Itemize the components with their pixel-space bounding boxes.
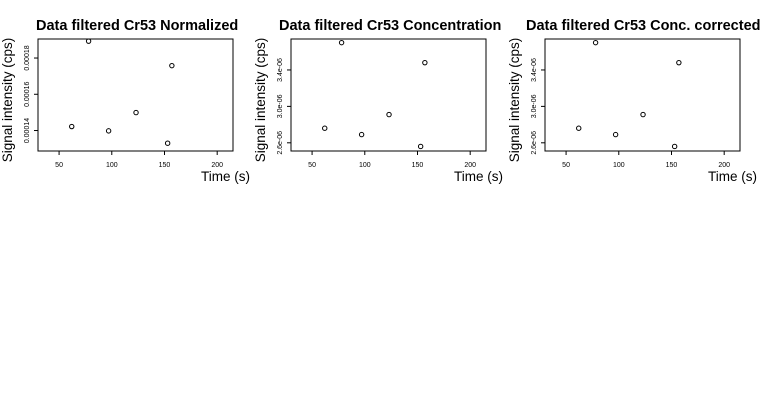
data-point [422,59,428,66]
x-tick-label: 200 [211,162,223,169]
data-point [133,109,139,116]
x-tick-label: 50 [308,162,316,169]
data-point [69,123,75,130]
data-point [640,111,646,118]
y-tick-label: 0.00014 [24,118,31,143]
data-point [338,39,345,46]
data-point [164,140,171,146]
x-tick-label: 150 [666,162,678,169]
x-tick-label: 100 [106,162,118,169]
x-tick-label: 150 [159,162,171,169]
y-tick-label: 3.4e-06 [277,58,284,82]
x-axis-label: Time (s) [454,169,503,184]
x-axis-label: Time (s) [708,169,757,184]
x-tick-label: 100 [613,162,625,169]
y-tick-label: 2.6e-06 [531,131,538,155]
data-point [169,62,175,69]
y-axis-label: Signal intensity (cps) [507,38,522,163]
x-tick-label: 150 [412,162,424,169]
data-point [417,143,424,150]
data-point [358,131,365,138]
y-tick-label: 3.0e-06 [277,94,284,118]
data-point [576,125,582,131]
x-tick-label: 200 [464,162,476,169]
chart-title: Data filtered Cr53 Conc. corrected [526,18,760,34]
chart-panel-1: Data filtered Cr53 Normalized 50 100 150 200… [0,18,250,184]
data-point [105,128,112,134]
y-tick-label: 0.00018 [24,45,31,70]
plot-frame [544,38,741,152]
data-point [592,39,599,46]
y-tick-label: 2.6e-06 [277,131,284,155]
x-tick-label: 200 [718,162,730,169]
y-tick-label: 3.4e-06 [531,58,538,82]
x-tick-label: 50 [55,162,63,169]
plot-frame [37,38,234,152]
x-axis-label: Time (s) [201,169,250,184]
data-point [612,131,619,138]
data-point [671,143,678,150]
chart-panel-2: Data filtered Cr53 Concentration 50 100 150… [253,18,503,184]
y-tick-label: 0.00016 [24,82,31,107]
x-tick-label: 50 [562,162,570,169]
chart-title: Data filtered Cr53 Normalized [36,18,238,34]
y-axis-label: Signal intensity (cps) [0,38,15,163]
x-tick-label: 100 [359,162,371,169]
chart-panel-3: Data filtered Cr53 Conc. corrected 50 100 1… [507,18,760,184]
data-point [386,111,392,118]
y-axis-label: Signal intensity (cps) [253,38,268,163]
data-point [676,59,682,66]
plot-frame [290,38,487,152]
data-point [85,38,92,44]
y-tick-label: 3.0e-06 [531,94,538,118]
data-point [322,125,328,131]
chart-title: Data filtered Cr53 Concentration [279,18,501,34]
